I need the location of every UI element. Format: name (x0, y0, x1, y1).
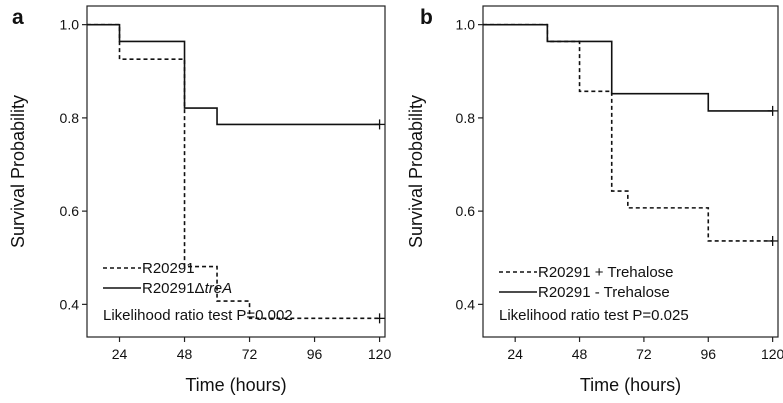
panel-b-legend-label-0: R20291 + Trehalose (538, 264, 674, 281)
panel-b: b 24 48 72 96 120 0.4 0.6 0.8 1.0 Time (hours) Surv… (406, 5, 783, 395)
panel-b-y-tick-label-0.8: 0.8 (456, 110, 476, 126)
panel-b-x-axis-title: Time (hours) (580, 375, 681, 395)
panel-b-y-tick-label-0.4: 0.4 (456, 296, 476, 312)
panel-b-x-tick-label-120: 120 (761, 346, 783, 362)
panel-a-y-tick-label-0.6: 0.6 (60, 203, 80, 219)
panel-b-x-tick-label-96: 96 (700, 346, 716, 362)
panel-b-legend-label-1: R20291 - Trehalose (538, 284, 670, 301)
panel-b-y-axis-title: Survival Probability (406, 95, 426, 248)
panel-a-y-tick-label-1.0: 1.0 (60, 17, 80, 33)
panel-a-series-0-curve (87, 23, 380, 320)
panel-b-y-tick-label-0.6: 0.6 (456, 203, 476, 219)
panel-a-label: a (12, 6, 24, 29)
panel-a-series-1-curve (87, 23, 380, 126)
panel-a-x-tick-label-96: 96 (307, 346, 323, 362)
panel-b-y-tick-label-1.0: 1.0 (456, 17, 476, 33)
panel-b-plot-frame (482, 5, 779, 338)
panel-a-y-tick-label-0.4: 0.4 (60, 296, 80, 312)
panel-b-x-tick-label-72: 72 (636, 346, 652, 362)
panel-a-legend-label-1: R20291ΔtreA (142, 280, 232, 297)
panel-a-series-0-censor-mark (374, 313, 385, 324)
panel-a-series-1-censor-mark (374, 119, 385, 130)
panel-a-x-tick-label-120: 120 (368, 346, 392, 362)
panel-b-series-0-censor-mark (767, 235, 778, 246)
panel-a-plot-frame (86, 5, 386, 338)
panel-a-legend-label-0: R20291 (142, 260, 195, 277)
panel-b-x-tick-label-48: 48 (572, 346, 588, 362)
panel-a: a 24 48 72 96 120 0.4 0.6 0.8 1.0 Time (hours) Surv… (8, 5, 392, 395)
panel-a-y-axis-title: Survival Probability (8, 95, 28, 248)
panel-a-y-tick-label-0.8: 0.8 (60, 110, 80, 126)
panel-b-label: b (420, 6, 433, 29)
panel-a-x-axis-title: Time (hours) (185, 375, 286, 395)
panel-a-x-tick-label-72: 72 (242, 346, 258, 362)
panel-a-likelihood-test-annotation: Likelihood ratio test P=0.002 (103, 307, 293, 324)
panel-a-x-tick-label-48: 48 (177, 346, 193, 362)
panel-b-series-1-curve (483, 23, 773, 112)
panel-a-x-tick-label-24: 24 (112, 346, 128, 362)
panel-b-series-1-censor-mark (767, 105, 778, 116)
panel-b-likelihood-test-annotation: Likelihood ratio test P=0.025 (499, 307, 689, 324)
panel-b-series-0-curve (483, 23, 773, 242)
panel-b-x-tick-label-24: 24 (507, 346, 523, 362)
